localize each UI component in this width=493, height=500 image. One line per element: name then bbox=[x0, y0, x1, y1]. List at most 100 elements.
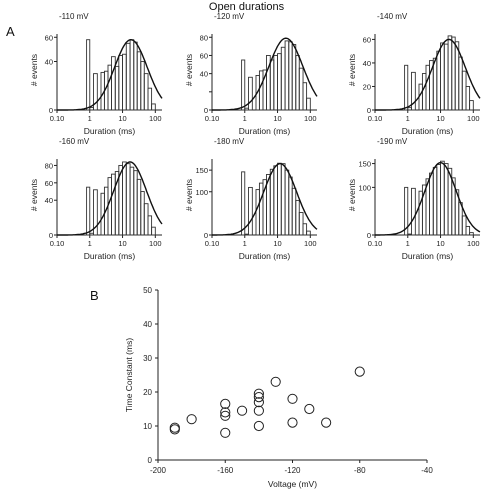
x-tick-label: 0.10 bbox=[368, 114, 383, 123]
histogram-bar bbox=[107, 64, 112, 111]
histogram-panel-3: 0 20 40 60 0.10 1 10 100 -140 mV Duration (ms) # e… bbox=[347, 12, 481, 136]
histogram-bar bbox=[284, 40, 290, 111]
histogram-bar bbox=[469, 232, 474, 236]
x-tick-label: 0.10 bbox=[205, 239, 220, 248]
histogram-bar bbox=[122, 161, 127, 236]
histogram-bar bbox=[425, 64, 430, 111]
data-point bbox=[354, 366, 365, 377]
x-tick-label: 1 bbox=[406, 239, 410, 248]
x-tick-label: 10 bbox=[118, 114, 126, 123]
x-axis-title: Duration (ms) bbox=[402, 126, 454, 136]
histogram-bar bbox=[273, 165, 278, 236]
y-tick-label: 10 bbox=[143, 422, 152, 431]
histogram-bar bbox=[407, 107, 412, 111]
y-tick-label: 60 bbox=[45, 179, 53, 188]
y-tick-label: 40 bbox=[143, 320, 152, 329]
histogram-bar bbox=[469, 100, 474, 111]
histogram-bar bbox=[140, 191, 145, 236]
x-tick-label: -120 bbox=[284, 466, 301, 475]
x-axis-title: Duration (ms) bbox=[84, 126, 136, 136]
x-tick-label: 100 bbox=[149, 239, 162, 248]
histogram-bar bbox=[248, 186, 253, 236]
histogram-bar bbox=[122, 53, 127, 111]
data-point bbox=[236, 405, 248, 416]
y-tick-label: 20 bbox=[143, 388, 152, 397]
histogram-bar bbox=[432, 166, 438, 236]
histogram-bar bbox=[143, 73, 149, 111]
histogram-panel-4: 0 40 60 80 0.10 1 10 100 -160 mV Duration (ms) # e… bbox=[29, 137, 163, 261]
histogram-bar bbox=[129, 166, 135, 236]
voltage-label: -160 mV bbox=[59, 137, 90, 146]
histogram-bar bbox=[93, 189, 98, 236]
x-tick-label: 100 bbox=[467, 239, 480, 248]
fit-curve bbox=[375, 161, 481, 236]
histogram-bar bbox=[291, 187, 297, 236]
x-tick-label: 10 bbox=[118, 239, 126, 248]
histogram-bar bbox=[302, 223, 308, 236]
histogram-bar bbox=[143, 203, 149, 236]
y-axis-title: # events bbox=[29, 179, 39, 211]
x-axis-title: Duration (ms) bbox=[402, 251, 454, 261]
y-tick-label: 50 bbox=[143, 286, 152, 295]
y-tick-label: 60 bbox=[363, 35, 371, 44]
x-axis-title: Duration (ms) bbox=[239, 251, 291, 261]
histogram-bar bbox=[107, 177, 112, 236]
y-axis-title: # events bbox=[29, 54, 39, 86]
x-tick-label: -160 bbox=[217, 466, 234, 475]
y-tick-label: 100 bbox=[358, 183, 371, 192]
data-point bbox=[220, 410, 231, 421]
fit-curve bbox=[212, 163, 318, 236]
x-tick-label: 0.10 bbox=[368, 239, 383, 248]
fit-curve bbox=[57, 161, 163, 236]
histogram-bar bbox=[111, 173, 116, 236]
histogram-bar bbox=[133, 41, 138, 111]
y-tick-label: 30 bbox=[143, 354, 152, 363]
figure-title: Open durations bbox=[208, 1, 285, 13]
histogram-bar bbox=[125, 163, 131, 236]
x-tick-label: 0.10 bbox=[205, 114, 220, 123]
x-tick-label: 1 bbox=[88, 239, 92, 248]
histogram-bar bbox=[443, 43, 449, 111]
histogram-panel-2: 0 40 60 80 0.10 1 10 100 -120 mV Duration (ms) # e… bbox=[184, 12, 318, 136]
data-point bbox=[287, 417, 298, 428]
data-point bbox=[253, 405, 264, 416]
histogram-bar bbox=[269, 59, 275, 111]
histogram-bar bbox=[421, 73, 427, 111]
data-point bbox=[220, 407, 231, 418]
histogram-bar bbox=[295, 199, 300, 236]
x-tick-label: 10 bbox=[436, 114, 444, 123]
histogram-bar bbox=[447, 35, 453, 111]
data-point bbox=[169, 422, 180, 433]
histogram-bar bbox=[125, 42, 131, 111]
data-point bbox=[253, 392, 264, 403]
y-tick-label: 40 bbox=[45, 58, 53, 67]
histogram-bar bbox=[86, 186, 91, 236]
y-axis-title: Time Constant (ms) bbox=[124, 338, 134, 412]
fit-curve bbox=[375, 38, 481, 111]
histogram-panel-1: 0 40 60 0.10 1 10 100 -110 mV Duration (ms) # eve… bbox=[29, 12, 163, 136]
histogram-bar bbox=[133, 170, 138, 236]
histogram-bar bbox=[277, 162, 282, 236]
data-point bbox=[220, 427, 231, 438]
x-tick-label: 100 bbox=[467, 114, 480, 123]
y-tick-label: 150 bbox=[195, 166, 208, 175]
x-axis-title: Duration (ms) bbox=[84, 251, 136, 261]
scatter-panel: 0 10 20 30 40 50 -200 -160 -120 -80 -40 Voltage (mV… bbox=[124, 286, 433, 489]
histogram-bar bbox=[436, 164, 441, 236]
x-tick-label: 0.10 bbox=[50, 239, 65, 248]
histogram-bar bbox=[306, 230, 311, 236]
y-tick-label: 60 bbox=[200, 51, 208, 60]
x-axis-title: Voltage (mV) bbox=[268, 479, 317, 489]
x-axis-title: Duration (ms) bbox=[239, 126, 291, 136]
data-point bbox=[220, 398, 231, 409]
y-tick-label: 80 bbox=[45, 161, 53, 170]
x-tick-label: 0.10 bbox=[50, 114, 65, 123]
y-axis-title: # events bbox=[184, 179, 194, 211]
histogram-bar bbox=[151, 226, 156, 236]
y-tick-label: 20 bbox=[363, 82, 371, 91]
histogram-bar bbox=[147, 215, 153, 236]
histogram-bar bbox=[288, 41, 293, 111]
data-point bbox=[253, 397, 264, 408]
